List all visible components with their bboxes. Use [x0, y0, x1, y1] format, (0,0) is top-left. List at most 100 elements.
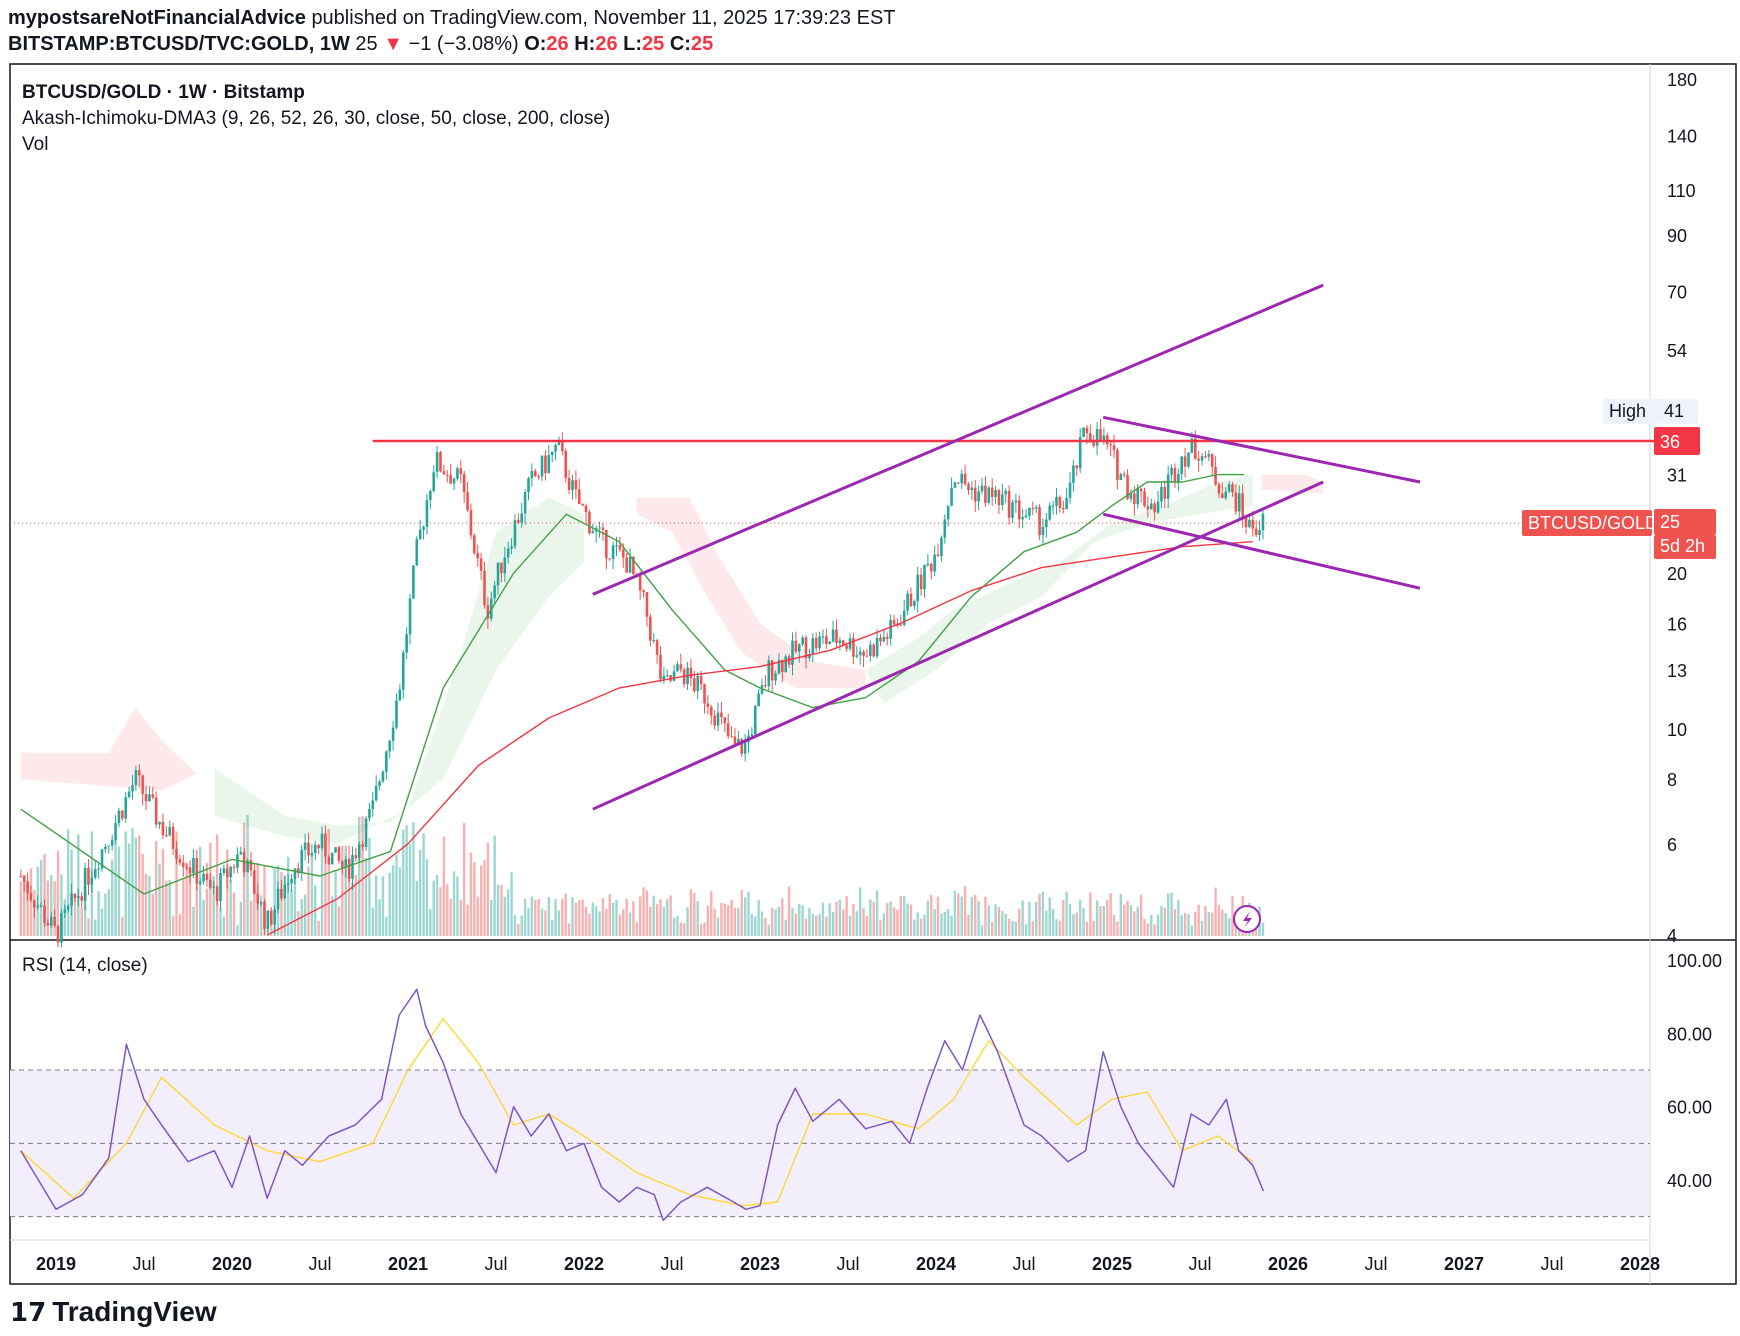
candle-body: [171, 827, 175, 850]
wedge-lower-line[interactable]: [1102, 512, 1421, 590]
candle-body: [767, 660, 771, 687]
candle-body: [605, 529, 608, 559]
candle-body: [1055, 497, 1058, 506]
volume-bar: [479, 865, 483, 936]
candle-body: [344, 859, 348, 868]
candle-body: [1160, 486, 1163, 502]
candle-body: [571, 480, 574, 491]
volume-bar: [371, 907, 374, 936]
candle-body: [1072, 465, 1075, 483]
candle-body: [1119, 474, 1123, 480]
candle-body: [929, 563, 933, 572]
candle-body: [662, 675, 666, 680]
volume-bar: [456, 876, 459, 936]
volume-bar: [845, 895, 848, 936]
candle-body: [398, 689, 402, 701]
volume-bar: [875, 890, 879, 936]
volume-bar: [1038, 893, 1041, 936]
candle-body: [401, 652, 405, 690]
volume-bar: [452, 871, 456, 936]
volume-bar: [1214, 887, 1217, 936]
candle-body: [655, 640, 659, 655]
volume-bar: [1194, 911, 1197, 936]
volume-bar: [405, 825, 408, 936]
candle-body: [320, 833, 324, 849]
volume-bar: [791, 908, 794, 936]
time-tick-label: Jul: [132, 1254, 155, 1274]
volume-bar: [787, 886, 791, 936]
symbol-tag-label-bg: [1522, 509, 1652, 536]
tradingview-logo-icon: 𝟭𝟳: [10, 1296, 47, 1327]
channel-upper-line[interactable]: [592, 283, 1324, 596]
volume-bar: [1217, 904, 1221, 936]
candle-body: [422, 526, 425, 530]
candle-body: [425, 499, 429, 527]
volume-bar: [39, 860, 43, 936]
candle-body: [26, 881, 29, 894]
candle-body: [435, 452, 439, 473]
volume-bar: [361, 816, 364, 936]
author-name[interactable]: mypostsareNotFinancialAdvice: [8, 7, 306, 29]
candle-body: [506, 548, 510, 558]
price-tick-label: 16: [1667, 614, 1687, 634]
high-tag-label: High: [1609, 401, 1646, 421]
volume-bar: [222, 916, 226, 936]
volume-bar: [943, 911, 946, 936]
volume-bar: [1045, 910, 1048, 936]
volume-bar: [1224, 913, 1227, 936]
candle-body: [1102, 435, 1106, 441]
close-value: 25: [690, 33, 714, 55]
candle-body: [1187, 452, 1190, 467]
candle-body: [334, 847, 337, 853]
volume-bar: [242, 822, 246, 936]
candle-body: [168, 827, 172, 836]
volume-bar: [652, 895, 655, 936]
volume-bar: [520, 915, 523, 936]
candle-body: [841, 640, 845, 646]
candle-body: [649, 616, 652, 641]
wedge-upper-line[interactable]: [1102, 415, 1421, 484]
candle-body: [212, 886, 216, 888]
ma50-line: [20, 473, 1244, 895]
volume-bar: [1055, 919, 1058, 936]
volume-bar: [632, 901, 635, 936]
price-change: −1 (−3.08%): [408, 33, 519, 55]
volume-bar: [625, 898, 628, 936]
candle-body: [740, 738, 744, 754]
candle-body: [862, 651, 865, 656]
candle-body: [753, 706, 757, 735]
candle-body: [445, 474, 449, 476]
low-value: 25: [642, 33, 665, 55]
candle-body: [452, 478, 456, 484]
candle-body: [256, 893, 260, 904]
candle-body: [93, 869, 97, 878]
candle-body: [144, 793, 148, 802]
volume-bar: [185, 863, 188, 936]
candle-body: [381, 771, 385, 782]
candle-body: [892, 620, 896, 625]
volume-bar: [422, 833, 425, 936]
candle-body: [222, 868, 226, 874]
volume-bar: [29, 868, 33, 936]
volume-bar: [1190, 925, 1194, 936]
candle-body: [1061, 507, 1065, 510]
candle-body: [716, 712, 720, 726]
symbol-tag-label: BTCUSD/GOLD: [1528, 513, 1658, 533]
volume-bar: [483, 860, 486, 936]
open-value: 26: [546, 33, 569, 55]
volume-bar: [720, 903, 723, 936]
candle-body: [865, 655, 869, 657]
candle-body: [63, 909, 67, 913]
tradingview-logo[interactable]: 𝟭𝟳 TradingView: [10, 1296, 217, 1328]
candle-body: [977, 491, 980, 502]
candle-body: [479, 558, 483, 571]
candle-body: [1116, 449, 1119, 480]
candle-body: [581, 504, 584, 506]
volume-bar: [1156, 914, 1160, 936]
candle-body: [29, 893, 33, 901]
candle-body: [885, 636, 889, 639]
volume-bar: [469, 852, 473, 936]
volume-bar: [290, 890, 293, 936]
candle-body: [821, 636, 825, 638]
